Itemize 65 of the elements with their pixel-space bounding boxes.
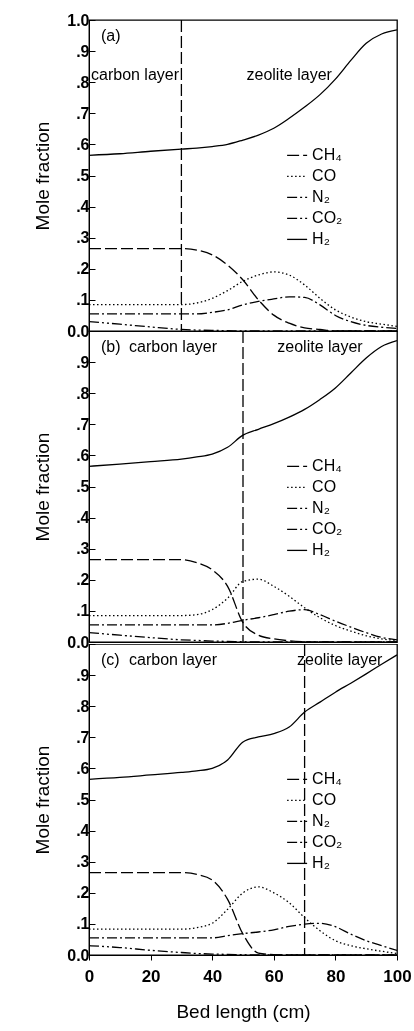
x-tick-label: 20 bbox=[141, 966, 161, 986]
legend-label: CO bbox=[312, 167, 337, 185]
legend-label: CH₄ bbox=[312, 770, 342, 788]
legend-label: CO₂ bbox=[312, 833, 343, 851]
y-tick-label: .2 bbox=[76, 260, 90, 278]
annotation: (a) bbox=[101, 27, 121, 44]
y-tick-label: .8 bbox=[76, 384, 90, 402]
y-tick-label: .1 bbox=[76, 602, 90, 620]
legend-label: N₂ bbox=[312, 812, 330, 830]
y-tick-label: 0.0 bbox=[67, 322, 90, 340]
annotation: carbon layer bbox=[91, 66, 180, 83]
y-tick-label: .7 bbox=[76, 415, 90, 433]
annotation: zeolite layer bbox=[246, 66, 333, 83]
legend-label: CO₂ bbox=[312, 209, 343, 227]
y-tick-label: 0.0 bbox=[67, 946, 90, 964]
legend-label: CO₂ bbox=[312, 520, 343, 538]
legend-label: CO bbox=[312, 478, 337, 496]
y-tick-label: .1 bbox=[76, 291, 90, 309]
y-tick-label: .3 bbox=[76, 853, 90, 871]
x-tick-label: 80 bbox=[326, 966, 346, 986]
y-tick-label: .5 bbox=[76, 167, 90, 184]
x-tick-label: 100 bbox=[383, 966, 412, 986]
x-tick-label: 40 bbox=[203, 966, 223, 986]
y-tick-label: .4 bbox=[76, 509, 90, 527]
legend-label: CH₄ bbox=[312, 457, 342, 475]
y-tick-label: .3 bbox=[76, 229, 90, 247]
y-axis-title: Mole fraction bbox=[32, 745, 54, 855]
annotation: zeolite layer bbox=[297, 651, 384, 668]
y-tick-label: .7 bbox=[76, 728, 90, 746]
x-tick-label: 60 bbox=[264, 966, 284, 986]
legend-label: N₂ bbox=[312, 188, 330, 206]
y-tick-label: .2 bbox=[76, 884, 90, 902]
annotation: (b) bbox=[101, 338, 121, 355]
y-tick-label: 0.0 bbox=[67, 633, 90, 651]
y-tick-label: .9 bbox=[76, 666, 90, 684]
legend-label: N₂ bbox=[312, 499, 330, 517]
y-tick-label: .7 bbox=[76, 104, 90, 122]
y-tick-label: .4 bbox=[76, 198, 90, 216]
y-tick-label: .2 bbox=[76, 571, 90, 589]
y-tick-label: .4 bbox=[76, 822, 90, 840]
y-tick-label: .5 bbox=[76, 791, 90, 808]
y-tick-label: .5 bbox=[76, 478, 90, 495]
y-tick-label: .8 bbox=[76, 73, 90, 91]
y-tick-label: .6 bbox=[76, 759, 90, 777]
y-tick-label: .6 bbox=[76, 446, 90, 464]
y-tick-label: .9 bbox=[76, 42, 90, 60]
legend-label: CH₄ bbox=[312, 146, 342, 164]
legend-label: CO bbox=[312, 791, 337, 809]
annotation: carbon layer bbox=[129, 651, 218, 668]
x-tick-label: 0 bbox=[84, 966, 95, 986]
legend-label: H₂ bbox=[312, 541, 330, 559]
annotation: carbon layer bbox=[129, 338, 218, 355]
y-tick-label: .1 bbox=[76, 915, 90, 933]
annotation: (c) bbox=[101, 651, 120, 668]
legend-label: H₂ bbox=[312, 854, 330, 872]
y-tick-label: 1.0 bbox=[67, 11, 90, 29]
annotation: zeolite layer bbox=[277, 338, 364, 355]
y-axis-title: Mole fraction bbox=[32, 432, 54, 542]
legend-label: H₂ bbox=[312, 230, 330, 248]
y-tick-label: .8 bbox=[76, 697, 90, 715]
y-tick-label: .3 bbox=[76, 540, 90, 558]
y-tick-label: .6 bbox=[76, 135, 90, 153]
x-axis-title: Bed length (cm) bbox=[176, 1000, 311, 1022]
y-axis-title: Mole fraction bbox=[32, 121, 54, 231]
y-tick-label: .9 bbox=[76, 353, 90, 371]
